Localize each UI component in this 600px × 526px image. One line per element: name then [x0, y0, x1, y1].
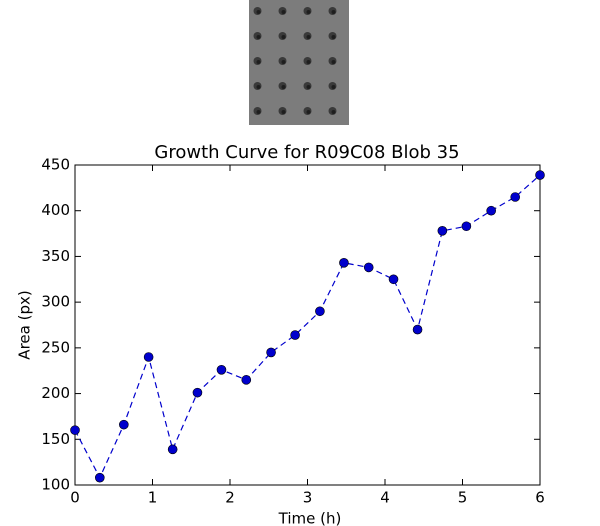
y-tick-label: 250	[41, 338, 70, 356]
x-tick-label: 3	[303, 489, 313, 507]
y-tick-label: 200	[41, 384, 70, 402]
y-tick-label: 100	[41, 476, 70, 494]
data-point	[266, 347, 276, 358]
x-tick-label: 6	[535, 489, 545, 507]
data-point	[192, 387, 203, 398]
y-tick-label: 450	[41, 156, 70, 174]
data-point	[461, 221, 472, 232]
x-tick-label: 0	[70, 489, 80, 507]
data-point	[535, 170, 545, 180]
data-point	[167, 444, 178, 455]
data-point	[412, 324, 423, 335]
plot-frame	[74, 164, 541, 486]
x-tick-label: 1	[148, 489, 158, 507]
data-point	[70, 425, 80, 435]
data-point	[315, 306, 325, 317]
data-point	[510, 192, 521, 202]
data-point	[290, 330, 300, 340]
y-tick-label: 400	[41, 201, 70, 219]
y-tick-label: 350	[41, 247, 70, 265]
series-line	[74, 174, 541, 480]
data-point	[119, 419, 129, 430]
data-point	[339, 258, 349, 268]
x-tick-label: 2	[225, 489, 235, 507]
chart-title: Growth Curve for R09C08 Blob 35	[154, 142, 459, 163]
data-point	[363, 262, 374, 273]
y-tick-label: 300	[41, 293, 70, 311]
blob-image	[249, 0, 349, 125]
data-point	[388, 274, 399, 285]
data-point	[143, 352, 154, 362]
y-tick-label: 150	[41, 430, 70, 448]
data-point	[95, 472, 105, 483]
x-axis-label: Time (h)	[278, 510, 342, 526]
y-axis-label: Area (px)	[16, 290, 34, 359]
x-tick-label: 4	[380, 489, 390, 507]
data-point	[486, 205, 496, 216]
data-point	[216, 364, 227, 375]
x-tick-label: 5	[458, 489, 468, 507]
data-point	[241, 375, 252, 385]
data-point	[437, 226, 448, 236]
